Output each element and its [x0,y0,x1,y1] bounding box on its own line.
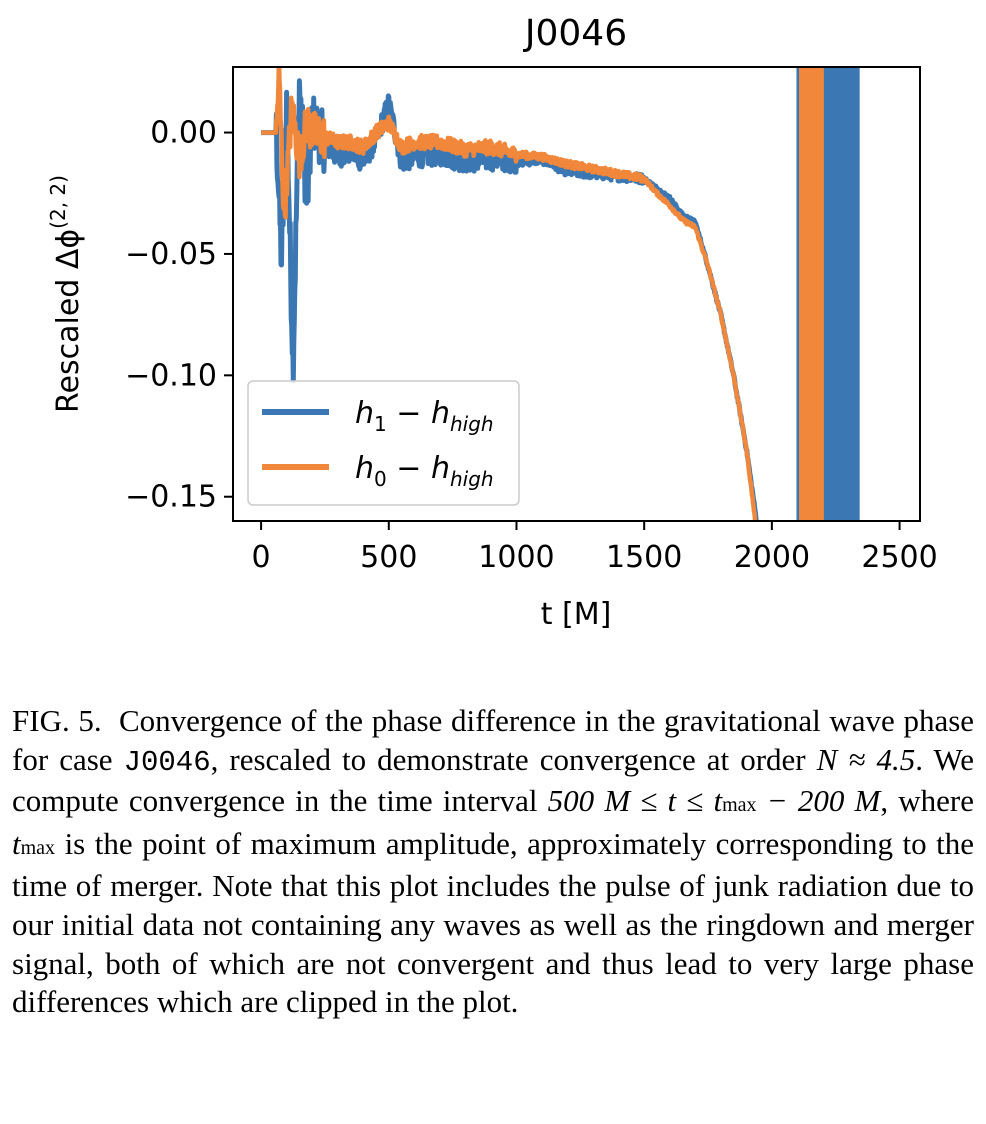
y-axis-label: Rescaled Δϕ(2, 2) [46,175,86,413]
y-axis: 0.00 −0.05 −0.10 −0.15 [125,116,233,515]
x-tick-label: 2000 [734,540,810,575]
chart-figure: J0046 0 500 1000 1500 2000 2500 0.00 −0.05 −0.1… [46,13,938,632]
x-tick-label: 0 [252,540,271,575]
case-code: J0046 [123,745,211,779]
x-tick-label: 1000 [478,540,554,575]
y-tick-label: −0.05 [125,237,217,272]
x-axis-label: t [M] [541,597,612,632]
legend: h1 − hhigh h0 − hhigh [247,380,520,506]
plot-area [259,67,860,521]
y-tick-label: 0.00 [150,116,217,151]
x-tick-label: 1500 [606,540,682,575]
legend-label-h1: h1 − hhigh [355,396,494,436]
chart-title: J0046 [523,13,627,54]
x-tick-label: 500 [360,540,417,575]
x-axis: 0 500 1000 1500 2000 2500 [252,521,938,575]
figure-caption: FIG. 5. Convergence of the phase differe… [12,703,975,1020]
y-axis-label-superscript: (2, 2) [46,175,70,229]
caption-label: FIG. 5. [12,703,102,738]
series-line [259,67,758,521]
y-tick-label: −0.15 [125,480,217,515]
series-line [259,78,759,521]
x-tick-label: 2500 [861,540,937,575]
y-axis-label-main: Rescaled Δϕ [51,229,86,413]
axes-frame [232,66,921,522]
legend-label-h0: h0 − hhigh [355,451,494,491]
y-tick-label: −0.10 [125,358,217,393]
